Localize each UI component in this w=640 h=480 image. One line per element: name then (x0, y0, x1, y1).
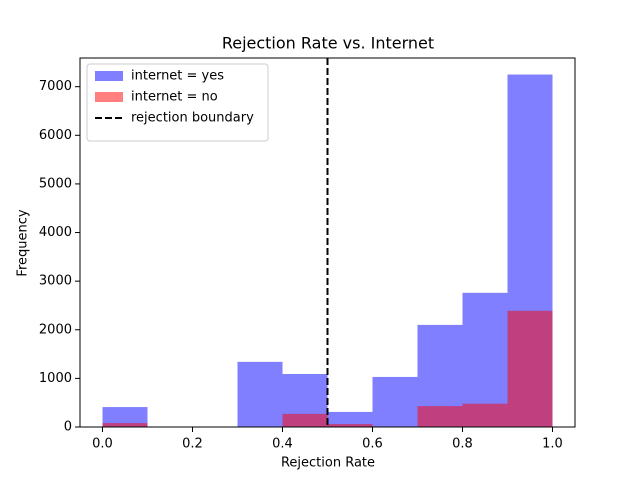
legend-label: internet = no (131, 90, 218, 105)
x-tick-label: 0.2 (182, 437, 203, 452)
histogram-bar (417, 406, 463, 427)
histogram-bar (237, 361, 283, 427)
y-tick-label: 7000 (39, 79, 72, 94)
plot-frame (79, 57, 576, 428)
legend-label: internet = yes (131, 69, 224, 84)
histogram-bar (462, 403, 508, 427)
histogram-bar (282, 413, 328, 427)
x-tick-label: 0.8 (452, 437, 473, 452)
y-tick-label: 3000 (39, 274, 72, 289)
y-tick-label: 1000 (39, 371, 72, 386)
legend-swatch (95, 71, 123, 81)
chart-title: Rejection Rate vs. Internet (222, 34, 434, 53)
histogram-bar (327, 424, 373, 427)
legend-box (86, 63, 269, 142)
y-tick-label: 0 (64, 420, 72, 435)
histogram-bar (507, 310, 553, 427)
x-axis-label: Rejection Rate (281, 456, 375, 471)
histogram-bar (102, 407, 148, 427)
y-tick-label: 4000 (39, 225, 72, 240)
legend-swatch (95, 92, 123, 102)
histogram-bar (327, 411, 373, 427)
histogram-bar (102, 423, 148, 427)
x-tick-label: 0.6 (362, 437, 383, 452)
y-axis-label: Frequency (16, 209, 31, 276)
histogram-bar (372, 376, 418, 427)
y-tick-label: 2000 (39, 322, 72, 337)
legend-label: rejection boundary (131, 111, 254, 126)
y-tick-label: 6000 (39, 128, 72, 143)
x-tick-label: 0.0 (92, 437, 113, 452)
x-tick-label: 0.4 (272, 437, 293, 452)
x-tick-label: 1.0 (542, 437, 563, 452)
y-tick-label: 5000 (39, 176, 72, 191)
